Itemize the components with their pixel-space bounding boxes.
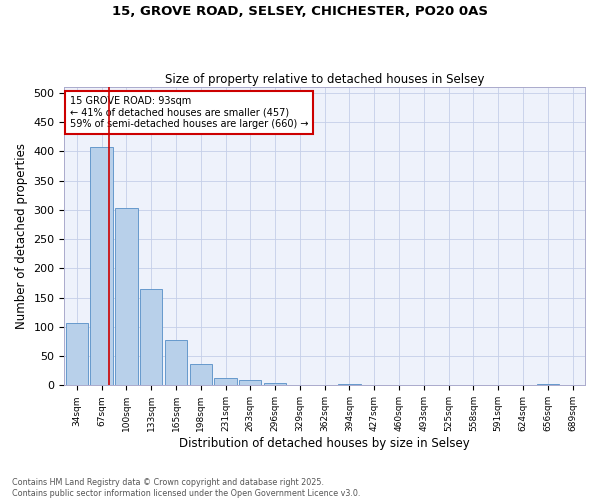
Bar [140, 289, 163, 386]
Bar [91, 148, 113, 386]
Bar [536, 384, 559, 386]
Bar [264, 383, 286, 386]
Bar [65, 323, 88, 386]
X-axis label: Distribution of detached houses by size in Selsey: Distribution of detached houses by size … [179, 437, 470, 450]
Bar [190, 364, 212, 386]
Bar [115, 208, 137, 386]
Title: Size of property relative to detached houses in Selsey: Size of property relative to detached ho… [165, 73, 484, 86]
Y-axis label: Number of detached properties: Number of detached properties [15, 144, 28, 330]
Bar [338, 384, 361, 386]
Text: Contains HM Land Registry data © Crown copyright and database right 2025.
Contai: Contains HM Land Registry data © Crown c… [12, 478, 361, 498]
Text: 15 GROVE ROAD: 93sqm
← 41% of detached houses are smaller (457)
59% of semi-deta: 15 GROVE ROAD: 93sqm ← 41% of detached h… [70, 96, 308, 130]
Bar [214, 378, 236, 386]
Bar [165, 340, 187, 386]
Text: 15, GROVE ROAD, SELSEY, CHICHESTER, PO20 0AS: 15, GROVE ROAD, SELSEY, CHICHESTER, PO20… [112, 5, 488, 18]
Bar [239, 380, 262, 386]
